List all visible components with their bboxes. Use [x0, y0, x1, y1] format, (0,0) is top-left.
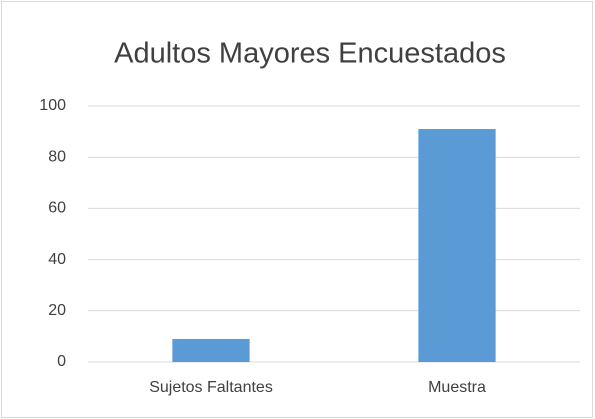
bar — [418, 129, 496, 362]
y-tick-label: 0 — [57, 353, 66, 370]
bar — [172, 338, 250, 362]
y-tick-label: 60 — [48, 200, 66, 217]
y-tick-label: 100 — [39, 97, 66, 114]
x-tick-label: Muestra — [428, 379, 486, 396]
y-tick-label: 80 — [48, 148, 66, 165]
chart-title: Adultos Mayores Encuestados — [114, 38, 506, 70]
x-tick-label: Sujetos Faltantes — [149, 379, 273, 396]
y-tick-label: 20 — [48, 302, 66, 319]
y-tick-label: 40 — [48, 251, 66, 268]
